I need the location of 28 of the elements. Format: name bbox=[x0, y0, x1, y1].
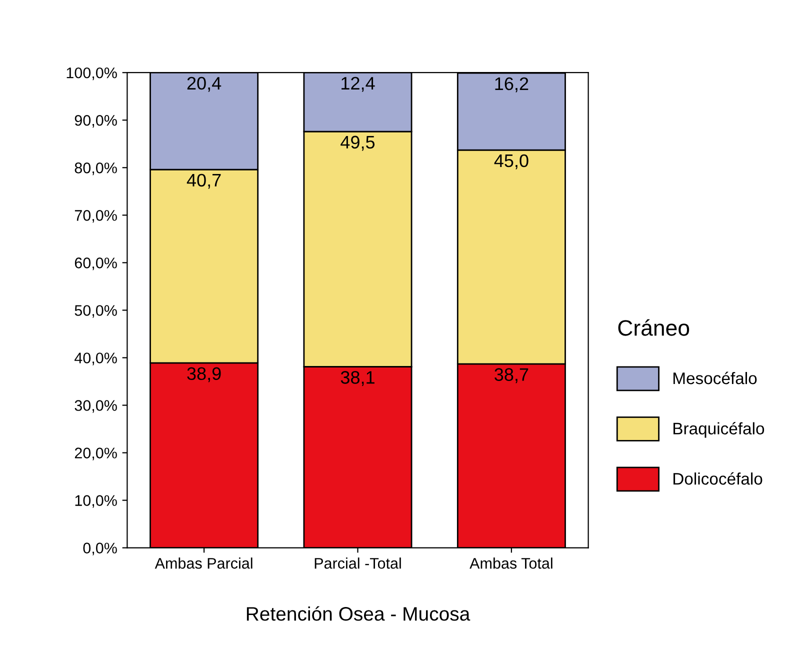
legend-label: Dolicocéfalo bbox=[674, 472, 762, 485]
y-tick-label: 0,0% bbox=[83, 542, 117, 556]
x-tick-label: Parcial -Total bbox=[314, 558, 401, 569]
data-label: 38,1 bbox=[340, 371, 374, 386]
data-label: 45,0 bbox=[494, 154, 528, 170]
data-label: 40,7 bbox=[186, 174, 221, 189]
legend-label: Braquicéfalo bbox=[674, 422, 764, 438]
y-tick-label: 10,0% bbox=[75, 495, 117, 508]
data-label: 12,4 bbox=[342, 76, 375, 92]
x-tick-label: Ambas Total bbox=[470, 558, 552, 569]
legend-title: Cráneo bbox=[618, 319, 690, 336]
data-label: 20,4 bbox=[187, 76, 222, 92]
x-tick-label: Ambas Parcial bbox=[154, 558, 252, 569]
data-label: 49,5 bbox=[340, 136, 375, 151]
y-tick-label: 30,0% bbox=[74, 400, 117, 413]
y-tick-label: 20,0% bbox=[74, 448, 117, 460]
data-label: 38,7 bbox=[494, 368, 528, 384]
y-tick-label: 100,0% bbox=[66, 67, 117, 80]
y-tick-label: 70,0% bbox=[74, 210, 117, 223]
x-axis-title: Retención Osea - Mucosa bbox=[246, 606, 470, 621]
y-tick-label: 80,0% bbox=[74, 162, 117, 176]
y-tick-label: 40,0% bbox=[74, 352, 117, 366]
y-tick-label: 60,0% bbox=[74, 258, 117, 270]
data-label: 16,2 bbox=[495, 77, 528, 92]
y-tick-label: 90,0% bbox=[74, 114, 117, 128]
data-label: 38,9 bbox=[187, 367, 221, 382]
y-tick-label: 50,0% bbox=[74, 305, 117, 318]
legend-label: Mesocéfalo bbox=[674, 372, 757, 384]
